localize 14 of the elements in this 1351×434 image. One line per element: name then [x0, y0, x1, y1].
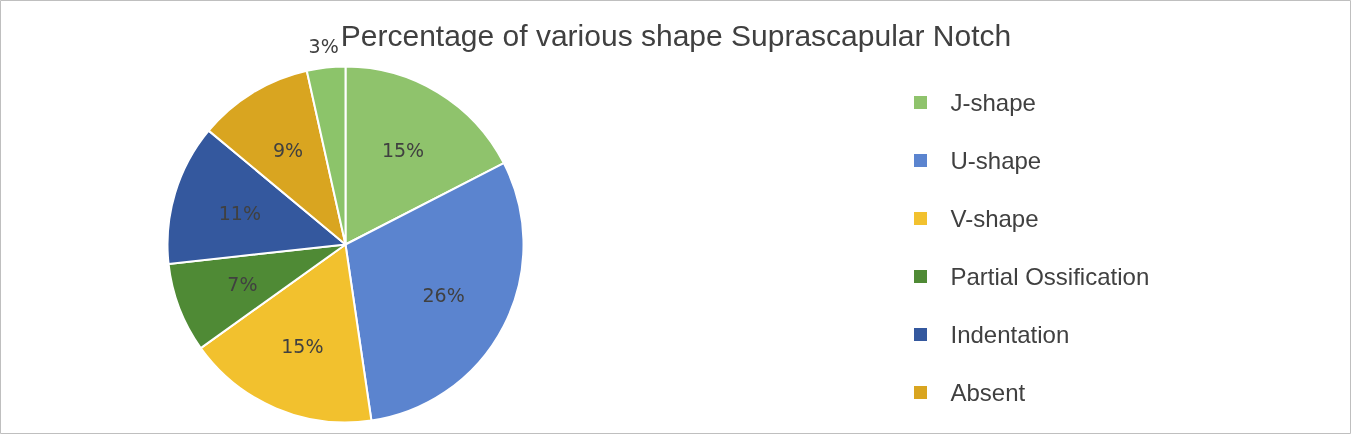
data-label: 11% [218, 201, 261, 224]
data-label: 9% [272, 139, 304, 162]
legend-label: V-shape [950, 205, 1039, 232]
data-label: 3% [308, 35, 339, 58]
legend-label: U-shape [950, 147, 1042, 174]
data-label: 7% [227, 272, 258, 295]
legend-label: J-shape [950, 89, 1036, 116]
data-label: 15% [281, 335, 324, 358]
chart-title: Percentage of various shape Suprascapular Notch [340, 19, 1012, 52]
legend-label: Indentation [950, 321, 1070, 348]
legend-label: Partial Ossification [950, 263, 1150, 290]
data-label: 26% [422, 283, 465, 306]
legend-label: Absent [950, 379, 1026, 406]
data-label: 15% [381, 139, 425, 162]
